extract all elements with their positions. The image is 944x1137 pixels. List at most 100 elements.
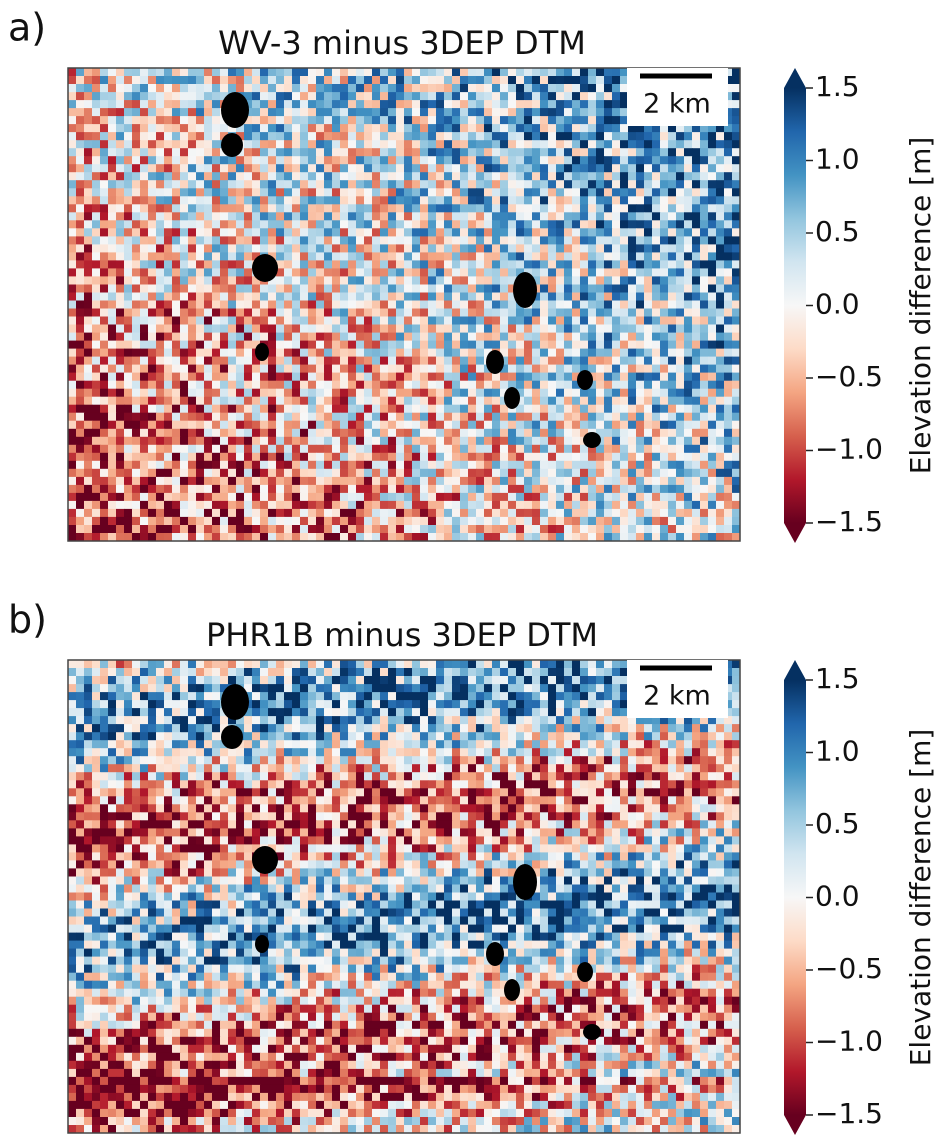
- raster-cell: [732, 397, 741, 406]
- raster-cell: [356, 148, 365, 157]
- nodata-patch: [252, 254, 278, 282]
- raster-cell: [236, 156, 245, 165]
- raster-cell: [100, 293, 109, 302]
- raster-cell: [212, 164, 221, 173]
- raster-cell: [124, 413, 133, 422]
- raster-cell: [276, 509, 285, 518]
- raster-cell: [700, 252, 709, 261]
- raster-cell: [684, 180, 693, 189]
- raster-cell: [644, 309, 653, 318]
- raster-cell: [676, 228, 685, 237]
- raster-cell: [180, 76, 189, 85]
- raster-cell: [284, 445, 293, 454]
- raster-cell: [116, 276, 125, 285]
- raster-cell: [92, 477, 101, 486]
- raster-cell: [460, 453, 469, 462]
- raster-cell: [524, 525, 533, 534]
- raster-cell: [332, 268, 341, 277]
- raster-cell: [212, 132, 221, 141]
- raster-cell: [716, 509, 725, 518]
- raster-cell: [388, 236, 397, 245]
- raster-cell: [84, 373, 93, 382]
- raster-cell: [132, 268, 141, 277]
- raster-cell: [284, 252, 293, 261]
- raster-cell: [372, 196, 381, 205]
- raster-cell: [516, 445, 525, 454]
- raster-cell: [444, 309, 453, 318]
- raster-cell: [396, 533, 405, 542]
- raster-cell: [484, 116, 493, 125]
- raster-cell: [532, 108, 541, 117]
- raster-cell: [252, 445, 261, 454]
- raster-cell: [340, 357, 349, 366]
- raster-cell: [676, 341, 685, 350]
- raster-cell: [324, 204, 333, 213]
- raster-cell: [540, 469, 549, 478]
- raster-cell: [620, 437, 629, 446]
- raster-cell: [596, 341, 605, 350]
- raster-cell: [212, 453, 221, 462]
- raster-cell: [220, 381, 229, 390]
- raster-cell: [684, 397, 693, 406]
- raster-cell: [268, 397, 277, 406]
- raster-cell: [668, 180, 677, 189]
- raster-cell: [620, 493, 629, 502]
- raster-cell: [276, 405, 285, 414]
- raster-cell: [324, 445, 333, 454]
- raster-cell: [556, 220, 565, 229]
- raster-cell: [676, 236, 685, 245]
- raster-cell: [92, 156, 101, 165]
- raster-cell: [668, 156, 677, 165]
- raster-cell: [108, 268, 117, 277]
- raster-cell: [708, 397, 717, 406]
- raster-cell: [172, 301, 181, 310]
- raster-cell: [428, 373, 437, 382]
- raster-cell: [564, 381, 573, 390]
- raster-cell: [228, 196, 237, 205]
- raster-cell: [84, 509, 93, 518]
- raster-cell: [468, 309, 477, 318]
- raster-cell: [172, 477, 181, 486]
- raster-cell: [268, 333, 277, 342]
- raster-cell: [676, 309, 685, 318]
- raster-cell: [492, 285, 501, 294]
- raster-cell: [132, 148, 141, 157]
- raster-cell: [684, 244, 693, 253]
- raster-cell: [684, 156, 693, 165]
- raster-cell: [220, 429, 229, 438]
- raster-cell: [516, 140, 525, 149]
- raster-cell: [460, 501, 469, 510]
- colorbar-tick-label: −1.0: [815, 433, 883, 466]
- raster-cell: [84, 228, 93, 237]
- raster-cell: [300, 517, 309, 526]
- raster-cell: [148, 84, 157, 93]
- raster-cell: [420, 188, 429, 197]
- raster-cell: [196, 84, 205, 93]
- raster-cell: [268, 517, 277, 526]
- raster-cell: [668, 509, 677, 518]
- raster-cell: [356, 493, 365, 502]
- raster-cell: [364, 341, 373, 350]
- raster-cell: [252, 301, 261, 310]
- raster-cell: [212, 276, 221, 285]
- raster-cell: [700, 317, 709, 326]
- raster-cell: [108, 421, 117, 430]
- raster-cell: [236, 493, 245, 502]
- raster-cell: [676, 268, 685, 277]
- raster-cell: [524, 124, 533, 133]
- raster-cell: [484, 445, 493, 454]
- raster-cell: [500, 204, 509, 213]
- raster-cell: [204, 140, 213, 149]
- raster-cell: [164, 405, 173, 414]
- raster-cell: [676, 293, 685, 302]
- raster-cell: [116, 116, 125, 125]
- raster-cell: [172, 140, 181, 149]
- raster-cell: [124, 485, 133, 494]
- raster-cell: [388, 76, 397, 85]
- raster-cell: [548, 293, 557, 302]
- raster-cell: [68, 493, 77, 502]
- raster-cell: [356, 196, 365, 205]
- raster-cell: [484, 485, 493, 494]
- raster-cell: [660, 325, 669, 334]
- raster-cell: [596, 108, 605, 117]
